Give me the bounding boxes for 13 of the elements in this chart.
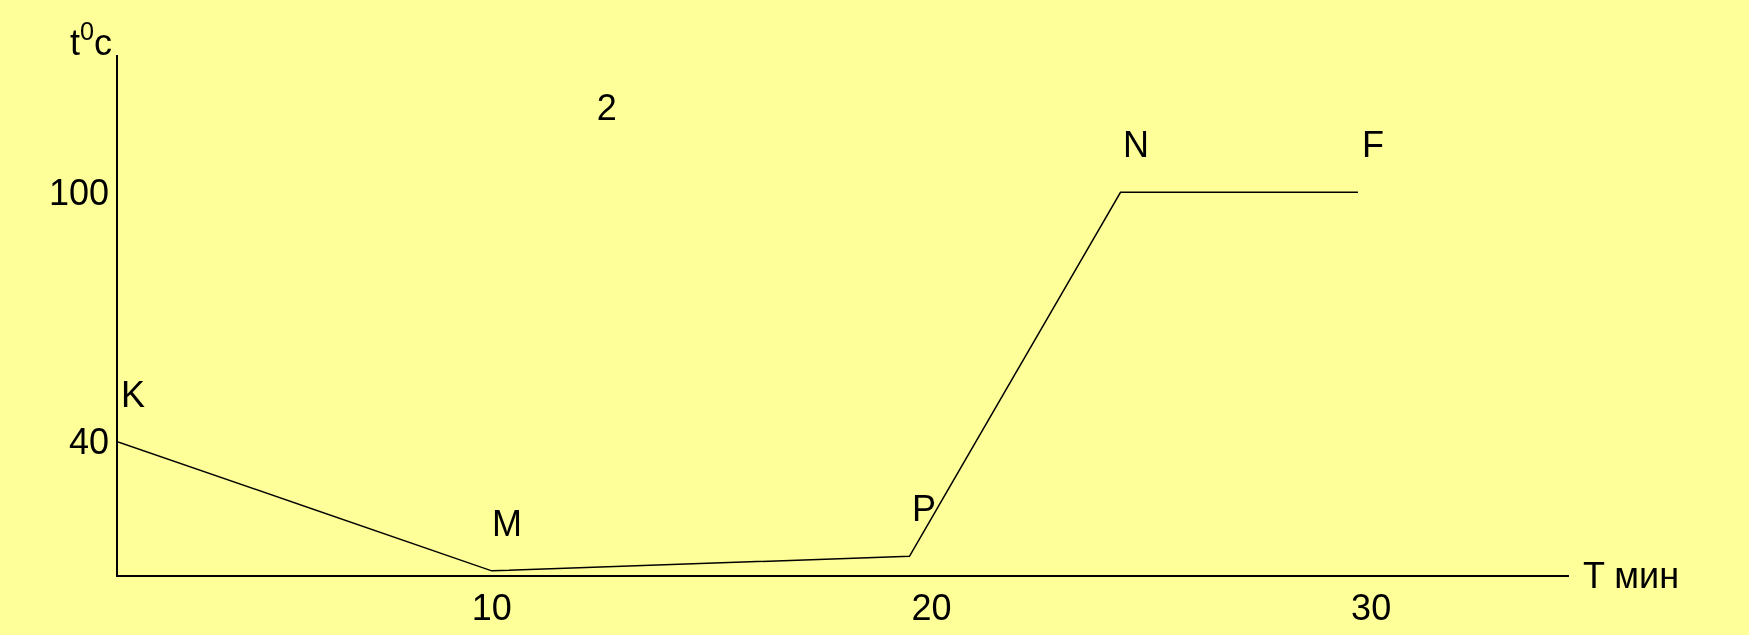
annotation: N: [1123, 124, 1149, 165]
x-tick-label: 10: [471, 586, 512, 628]
annotation: P: [912, 488, 937, 529]
annotation: M: [492, 503, 522, 544]
y-axis-title: t$^{0}$c: [70, 17, 113, 64]
text: 2: [596, 87, 617, 129]
annotation: K: [121, 374, 146, 415]
y-tick-label: 40: [69, 421, 110, 463]
annotation: F: [1362, 124, 1384, 165]
x-tick-label: 30: [1351, 586, 1392, 628]
x-tick-label: 20: [911, 586, 952, 628]
x-axis-title: T мин: [1583, 555, 1680, 596]
y-tick-label: 100: [48, 171, 110, 213]
